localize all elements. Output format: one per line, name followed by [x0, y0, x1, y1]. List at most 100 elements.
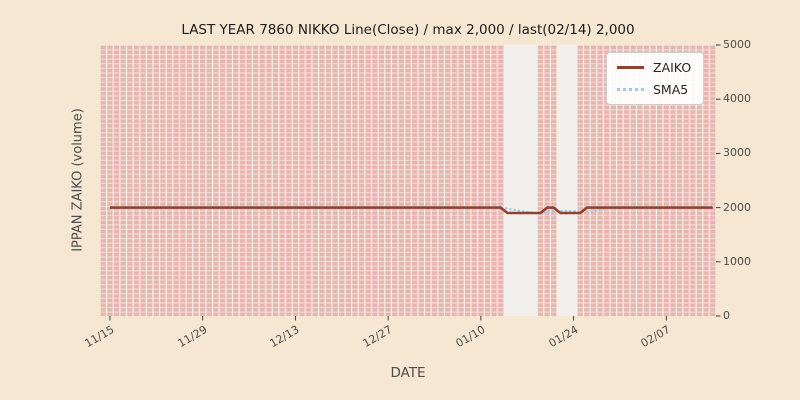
- day-band: [193, 45, 199, 316]
- day-band: [597, 45, 603, 316]
- day-band: [451, 45, 458, 316]
- day-band: [643, 45, 650, 316]
- day-band: [107, 45, 113, 316]
- day-band: [617, 45, 623, 316]
- day-band: [339, 45, 345, 316]
- day-band: [272, 45, 279, 316]
- day-band: [146, 45, 153, 316]
- day-band: [345, 45, 352, 316]
- day-band: [332, 45, 338, 316]
- y-tick-label: 5000: [723, 38, 751, 51]
- day-band: [312, 45, 318, 316]
- day-band: [656, 45, 663, 316]
- zaiko-line: [109, 206, 713, 215]
- day-band: [471, 45, 477, 316]
- sma5-line-swatch: [617, 88, 644, 91]
- day-band: [425, 45, 431, 316]
- y-tick-label: 3000: [723, 146, 751, 160]
- day-band: [610, 45, 617, 316]
- day-band: [325, 45, 332, 316]
- legend-label-sma5: SMA5: [653, 82, 689, 97]
- day-band: [378, 45, 385, 316]
- day-bands: [100, 45, 716, 316]
- day-band: [623, 45, 630, 316]
- legend-entry-sma5: SMA5: [617, 82, 691, 97]
- day-band: [219, 45, 226, 316]
- day-band: [213, 45, 219, 316]
- day-band: [319, 45, 325, 316]
- day-band: [577, 45, 583, 316]
- day-band: [670, 45, 676, 316]
- day-band: [603, 45, 610, 316]
- day-band: [299, 45, 305, 316]
- day-band: [372, 45, 378, 316]
- day-band: [160, 45, 166, 316]
- zaiko-line-swatch: [617, 66, 644, 69]
- day-band: [411, 45, 418, 316]
- day-band: [292, 45, 299, 316]
- day-band: [590, 45, 597, 316]
- day-band: [690, 45, 696, 316]
- day-band: [173, 45, 179, 316]
- day-band: [544, 45, 550, 316]
- day-band: [703, 45, 709, 316]
- day-band: [226, 45, 232, 316]
- day-band: [233, 45, 239, 316]
- day-band: [113, 45, 120, 316]
- day-band: [133, 45, 140, 316]
- day-band: [398, 45, 405, 316]
- day-band: [709, 45, 716, 316]
- day-band: [696, 45, 703, 316]
- day-band: [286, 45, 292, 316]
- day-band: [630, 45, 636, 316]
- day-band: [491, 45, 497, 316]
- day-band: [663, 45, 670, 316]
- day-band: [252, 45, 259, 316]
- day-band: [259, 45, 265, 316]
- y-axis-label: IPPAN ZAIKO (volume): [70, 108, 86, 252]
- day-band: [246, 45, 252, 316]
- day-band: [458, 45, 464, 316]
- day-band: [392, 45, 398, 316]
- day-band: [385, 45, 391, 316]
- day-band: [140, 45, 146, 316]
- legend-label-zaiko: ZAIKO: [653, 60, 692, 75]
- y-tick-label: 4000: [723, 92, 751, 106]
- y-tick-label: 1000: [723, 254, 751, 268]
- day-band: [418, 45, 424, 316]
- chart-title: LAST YEAR 7860 NIKKO Line(Close) / max 2…: [181, 22, 635, 38]
- legend-entry-zaiko: ZAIKO: [617, 60, 691, 75]
- day-band: [551, 45, 557, 316]
- y-tick-label: 0: [723, 309, 730, 322]
- legend: ZAIKO SMA5: [606, 52, 705, 105]
- day-band: [431, 45, 438, 316]
- day-band: [365, 45, 371, 316]
- day-band: [438, 45, 444, 316]
- day-band: [445, 45, 451, 316]
- day-band: [676, 45, 683, 316]
- day-band: [166, 45, 173, 316]
- day-band: [405, 45, 411, 316]
- day-band: [637, 45, 643, 316]
- day-band: [650, 45, 656, 316]
- day-band: [478, 45, 484, 316]
- day-band: [484, 45, 491, 316]
- day-band: [180, 45, 186, 316]
- day-band: [537, 45, 544, 316]
- day-band: [464, 45, 471, 316]
- day-band: [584, 45, 590, 316]
- day-band: [266, 45, 272, 316]
- day-band: [120, 45, 126, 316]
- day-band: [352, 45, 358, 316]
- day-band: [305, 45, 312, 316]
- day-band: [239, 45, 246, 316]
- x-axis-label: DATE: [390, 365, 426, 381]
- day-band: [683, 45, 689, 316]
- day-band: [279, 45, 285, 316]
- day-band: [199, 45, 206, 316]
- day-band: [358, 45, 365, 316]
- day-band: [127, 45, 133, 316]
- day-band: [153, 45, 160, 316]
- day-band: [498, 45, 504, 316]
